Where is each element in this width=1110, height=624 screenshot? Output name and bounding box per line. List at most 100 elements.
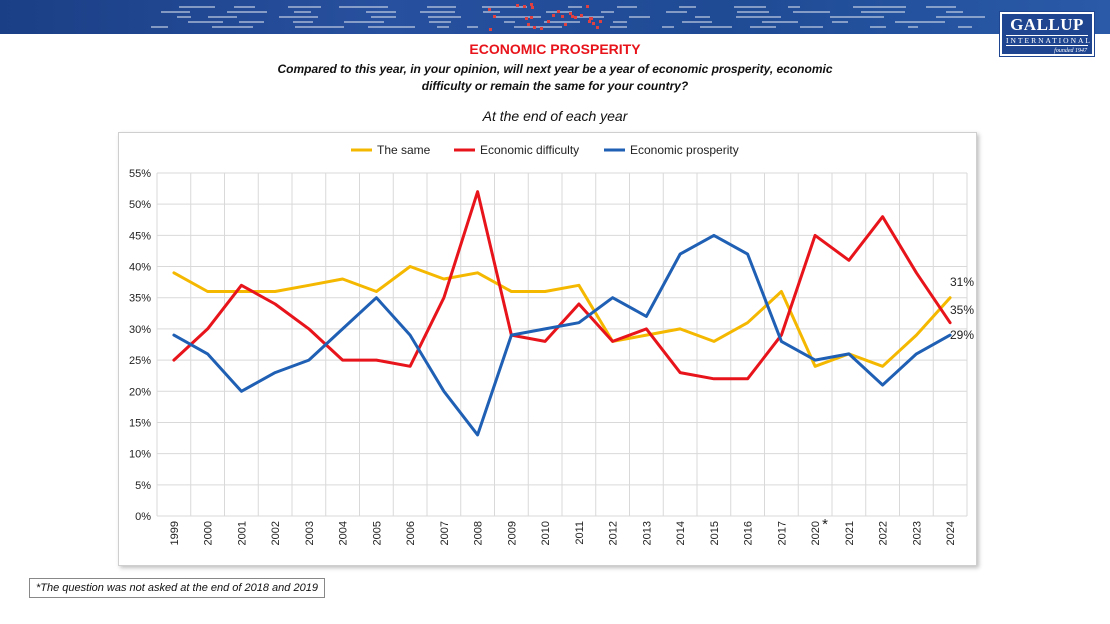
banner-texture xyxy=(207,16,237,18)
y-tick-label: 45% xyxy=(129,230,151,242)
banner-texture xyxy=(762,21,799,23)
x-tick-label: 2009 xyxy=(506,521,518,545)
banner-dot xyxy=(598,19,602,23)
banner-dot xyxy=(591,21,595,25)
logo-name: GALLUP xyxy=(1010,15,1084,34)
banner-texture xyxy=(661,26,675,28)
banner-dot xyxy=(587,20,591,24)
banner-texture xyxy=(278,16,318,18)
banner-texture xyxy=(861,11,906,13)
banner-dot xyxy=(564,23,568,27)
banner-texture xyxy=(151,26,169,28)
banner-dot xyxy=(585,5,589,9)
x-tick-label: 2005 xyxy=(371,521,383,545)
banner-texture xyxy=(616,6,638,8)
banner-texture xyxy=(733,6,766,8)
banner-texture xyxy=(436,26,449,28)
chart-period: At the end of each year xyxy=(482,108,628,124)
x-tick-label: 2010 xyxy=(540,521,552,545)
banner-texture xyxy=(367,26,416,28)
banner-texture xyxy=(234,6,256,8)
banner-dot xyxy=(529,15,533,19)
banner-texture xyxy=(957,26,972,28)
banner-texture xyxy=(894,21,945,23)
banner-texture xyxy=(736,16,781,18)
y-tick-label: 0% xyxy=(135,511,151,523)
x-tick-label: 2017 xyxy=(776,521,788,545)
banner-texture xyxy=(211,26,254,28)
banner-texture xyxy=(832,21,848,23)
banner-dot xyxy=(525,17,529,21)
banner-dot xyxy=(529,3,533,7)
banner-dot xyxy=(530,6,534,10)
banner-texture xyxy=(800,26,824,28)
banner-texture xyxy=(681,21,713,23)
x-tick-label: 2000 xyxy=(203,521,215,545)
banner-texture xyxy=(177,16,192,18)
data-label: 31% xyxy=(950,275,974,289)
banner-texture xyxy=(338,6,389,8)
banner-dot xyxy=(516,3,520,7)
y-tick-label: 30% xyxy=(129,324,151,336)
banner-texture xyxy=(371,16,396,18)
banner-texture xyxy=(666,11,687,13)
banner-dot xyxy=(552,14,556,18)
banner-texture xyxy=(543,21,581,23)
banner-texture xyxy=(427,6,456,8)
banner-texture xyxy=(792,11,831,13)
banner-texture xyxy=(907,26,918,28)
banner-texture xyxy=(946,11,963,13)
chart-panel: 0% 5% 10% 15% 20% 25% 30% 35% 40% 45% 50% 55% 1999 20… xyxy=(118,132,977,566)
x-tick-label: 2006 xyxy=(405,521,417,545)
logo-founded: founded 1947 xyxy=(1054,48,1087,54)
y-tick-label: 50% xyxy=(129,199,151,211)
banner-texture xyxy=(227,11,268,13)
banner-dot xyxy=(493,15,497,19)
x-tick-label: 2022 xyxy=(878,521,890,545)
banner-texture xyxy=(420,11,455,13)
x-tick-asterisk: * xyxy=(822,516,828,533)
footnote: *The question was not asked at the end o… xyxy=(29,578,325,598)
banner-dot xyxy=(561,14,565,18)
x-tick-label: 2013 xyxy=(641,521,653,545)
banner-texture xyxy=(935,16,985,18)
banner-texture xyxy=(700,26,733,28)
banner-texture xyxy=(694,16,711,18)
x-tick-label: 2004 xyxy=(338,521,350,545)
banner-texture xyxy=(493,16,541,18)
banner-texture xyxy=(610,26,627,28)
banner-dot xyxy=(489,28,493,32)
banner-dot xyxy=(596,26,600,30)
banner-dot xyxy=(568,11,572,15)
legend-label: Economic difficulty xyxy=(480,143,579,157)
banner-texture xyxy=(293,21,313,23)
banner-texture xyxy=(869,26,887,28)
banner-texture xyxy=(482,11,500,13)
x-tick-label: 2016 xyxy=(743,521,755,545)
x-tick-label: 1999 xyxy=(169,521,181,545)
series-line xyxy=(172,233,952,437)
banner-texture xyxy=(737,11,769,13)
banner-texture xyxy=(830,16,884,18)
y-tick-label: 35% xyxy=(129,293,151,305)
logo-sub: INTERNATIONAL xyxy=(1006,35,1092,46)
series-line xyxy=(172,190,952,381)
x-tick-label: 2014 xyxy=(675,521,687,545)
x-tick-label: 2003 xyxy=(304,521,316,545)
banner-dot xyxy=(589,17,593,21)
banner-texture xyxy=(343,21,385,23)
banner-dot xyxy=(523,5,527,8)
x-tick-label: 2020 xyxy=(810,521,822,545)
banner-texture xyxy=(612,21,627,23)
gallup-logo: GALLUP INTERNATIONAL founded 1947 xyxy=(999,11,1095,57)
banner-texture xyxy=(787,6,800,8)
y-tick-label: 20% xyxy=(129,386,151,398)
y-tick-label: 55% xyxy=(129,168,151,180)
line-chart: 0% 5% 10% 15% 20% 25% 30% 35% 40% 45% 50% 55% 1999 20… xyxy=(129,143,974,545)
banner-texture xyxy=(925,6,956,8)
banner-texture xyxy=(514,26,562,28)
banner-texture xyxy=(852,6,907,8)
banner-texture xyxy=(568,6,582,8)
x-tick-label: 2007 xyxy=(439,521,451,545)
chart-question: Compared to this year, in your opinion, … xyxy=(277,62,833,93)
